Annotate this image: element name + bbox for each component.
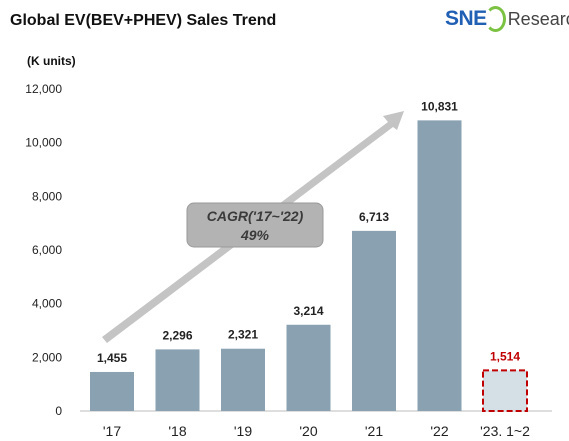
cagr-value: 49% [240,227,270,243]
logo-sne-text: SNE [445,7,487,30]
y-tick-label: 0 [55,404,62,418]
bar-value-label: 10,831 [421,99,458,113]
bar-value-label: 3,214 [293,304,323,318]
bar [286,324,331,411]
y-axis-unit-label: (K units) [27,54,76,68]
x-tick-label: '18 [168,423,186,439]
bar [352,230,396,411]
bar-value-label: 6,713 [359,210,389,224]
sne-research-logo: SNE Research [445,6,569,32]
y-tick-label: 4,000 [32,297,62,311]
y-tick-label: 6,000 [32,243,62,257]
logo-swoosh-icon [484,6,506,32]
y-tick-label: 10,000 [25,136,62,150]
bar [155,349,200,411]
x-tick-label: '23. 1~2 [480,423,530,439]
bar-value-label: 2,296 [162,328,192,342]
x-tick-label: '20 [299,423,317,439]
logo-research-text: Research [507,8,569,29]
x-tick-label: '21 [365,423,383,439]
bar-value-label: 1,455 [97,351,127,365]
bar [221,348,265,411]
bar-value-label: 2,321 [228,328,258,342]
x-tick-label: '22 [430,423,448,439]
bar-value-label: 1,514 [490,349,520,363]
bar [417,120,462,411]
x-tick-label: '17 [103,423,121,439]
y-tick-label: 8,000 [32,189,62,203]
bar [90,371,134,411]
cagr-label: CAGR('17~'22) [207,208,304,224]
y-tick-label: 2,000 [32,350,62,364]
chart-title: Global EV(BEV+PHEV) Sales Trend [10,12,277,29]
cagr-callout-box [186,202,324,248]
x-tick-label: '19 [234,423,252,439]
bar-highlight [482,369,528,412]
y-tick-label: 12,000 [25,82,62,96]
